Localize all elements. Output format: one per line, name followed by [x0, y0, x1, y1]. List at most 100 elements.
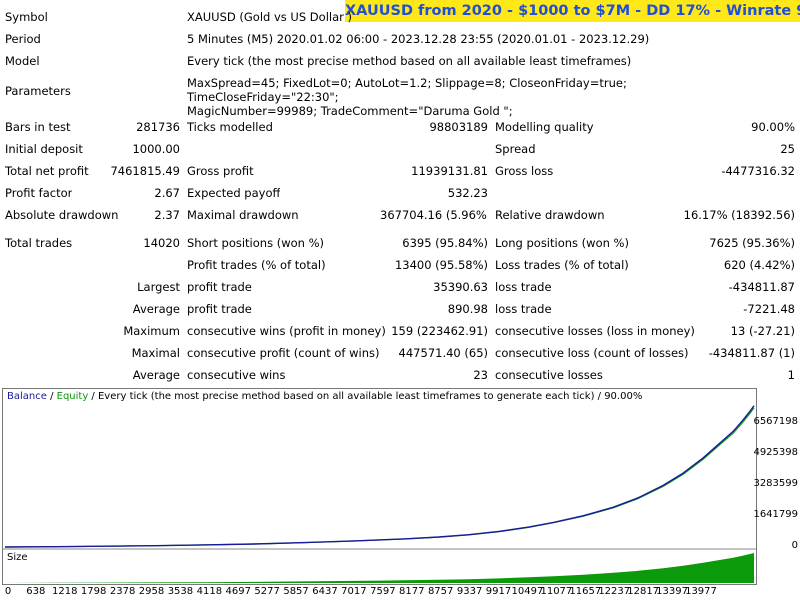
trades-value-2: 6395 (95.84%) — [402, 236, 488, 250]
size-area — [5, 553, 754, 583]
x-tick-label: 4118 — [196, 586, 223, 597]
trades-value-1: Maximum — [123, 324, 180, 338]
balance-chart: Balance / Equity / Every tick (the most … — [0, 386, 800, 600]
symbol-label: Symbol — [5, 10, 48, 24]
size-panel-label: Size — [7, 552, 28, 563]
stats-value-1: 1000.00 — [132, 142, 180, 156]
promo-banner: XAUUSD from 2020 - $1000 to $7M - DD 17%… — [345, 0, 800, 22]
stats-value-3: 25 — [780, 142, 795, 156]
chart-svg — [3, 405, 756, 583]
stats-value-3: 16.17% (18392.56) — [683, 208, 795, 222]
trades-value-2: 13400 (95.58%) — [394, 258, 488, 272]
stats-value-2: 11939131.81 — [411, 164, 488, 178]
legend-equity: Equity — [56, 391, 89, 402]
x-tick-label: 13977 — [685, 586, 717, 597]
trades-label-2: consecutive profit (count of wins) — [187, 346, 380, 360]
stats-label-2: Maximal drawdown — [187, 208, 299, 222]
trades-label-2: profit trade — [187, 302, 252, 316]
trades-label-2: consecutive wins (profit in money) — [187, 324, 386, 338]
symbol-value: XAUUSD (Gold vs US Dollar ) — [187, 10, 352, 24]
trades-value-2: 890.98 — [447, 302, 488, 316]
x-tick-label: 4697 — [225, 586, 251, 597]
chart-plot-area: Balance / Equity / Every tick (the most … — [2, 388, 757, 585]
legend-balance: Balance — [7, 391, 47, 402]
trades-value-1: 14020 — [143, 236, 180, 250]
chart-subtitle: / Every tick (the most precise method ba… — [88, 391, 643, 402]
trades-value-2: 35390.63 — [433, 280, 488, 294]
parameters-row: Parameters MaxSpread=45; FixedLot=0; Aut… — [0, 76, 800, 118]
x-tick-label: 13397 — [656, 586, 688, 597]
x-tick-label: 3538 — [167, 586, 194, 597]
x-tick-label: 7597 — [370, 586, 396, 597]
period-label: Period — [5, 32, 41, 46]
x-tick-label: 1218 — [52, 586, 78, 597]
trades-value-1: Average — [132, 302, 180, 316]
x-tick-label: 9917 — [485, 586, 512, 597]
trades-label-3: consecutive losses — [495, 368, 603, 382]
trades-value-2: 159 (223462.91) — [391, 324, 488, 338]
x-tick-label: 9337 — [456, 586, 483, 597]
stats-label-3: Relative drawdown — [495, 208, 605, 222]
parameters-line-2: MagicNumber=99989; TradeComment="Daruma … — [187, 104, 513, 118]
x-tick-label: 8177 — [399, 586, 425, 597]
stats-value-3: -4477316.32 — [721, 164, 795, 178]
trades-value-1: Maximal — [131, 346, 180, 360]
equity-line — [4, 407, 755, 548]
x-tick-label: 2958 — [138, 586, 165, 597]
trades-value-2: 23 — [473, 368, 488, 382]
y-tick-label: 3283599 — [753, 477, 798, 489]
trades-value-3: 7625 (95.36%) — [709, 236, 795, 250]
trades-label-3: consecutive loss (count of losses) — [495, 346, 689, 360]
stats-label-2: Ticks modelled — [187, 120, 273, 134]
trades-label-2: profit trade — [187, 280, 252, 294]
trades-label-3: Long positions (won %) — [495, 236, 629, 250]
trades-value-1: Average — [132, 368, 180, 382]
trades-label-3: loss trade — [495, 302, 552, 316]
trades-value-3: -7221.48 — [743, 302, 795, 316]
trades-label-2: Short positions (won %) — [187, 236, 325, 250]
y-tick-label: 1641799 — [753, 508, 798, 520]
x-tick-label: 10497 — [511, 586, 544, 597]
x-tick-label: 2378 — [109, 586, 136, 597]
x-tick-label: 0 — [4, 586, 12, 597]
stats-label-1: Profit factor — [5, 186, 73, 200]
stats-label-1: Initial deposit — [5, 142, 83, 156]
parameters-line-1: MaxSpread=45; FixedLot=0; AutoLot=1.2; S… — [187, 76, 627, 104]
parameters-label: Parameters — [5, 84, 71, 98]
stats-value-2: 98803189 — [429, 120, 488, 134]
model-label: Model — [5, 54, 40, 68]
stats-value-2: 532.23 — [447, 186, 488, 200]
trades-label-3: Loss trades (% of total) — [495, 258, 629, 272]
x-tick-label: 8757 — [427, 586, 454, 597]
trades-value-2: 447571.40 (65) — [398, 346, 488, 360]
trades-value-3: 1 — [787, 368, 795, 382]
stats-value-1: 281736 — [136, 120, 180, 134]
stats-value-1: 2.37 — [154, 208, 180, 222]
x-tick-label: 638 — [26, 586, 46, 597]
trades-value-3: -434811.87 — [728, 280, 795, 294]
trades-label-1: Total trades — [5, 236, 73, 250]
x-tick-label: 11657 — [569, 586, 602, 597]
x-tick-label: 7017 — [341, 586, 367, 597]
stats-label-1: Total net profit — [5, 164, 89, 178]
legend-sep: / — [46, 391, 57, 402]
stats-value-2: 367704.16 (5.96%) — [380, 208, 488, 222]
x-tick-label: 5277 — [254, 586, 280, 597]
trades-value-3: 13 (-27.21) — [730, 324, 795, 338]
x-tick-label: 5857 — [283, 586, 309, 597]
x-tick-label: 6437 — [312, 586, 338, 597]
stats-label-3: Spread — [495, 142, 536, 156]
trades-value-3: -434811.87 (1) — [708, 346, 795, 360]
period-value: 5 Minutes (M5) 2020.01.02 06:00 - 2023.1… — [187, 32, 650, 46]
x-tick-label: 1798 — [80, 586, 107, 597]
model-value: Every tick (the most precise method base… — [187, 54, 632, 68]
trades-value-3: 620 (4.42%) — [723, 258, 795, 272]
stats-label-3: Gross loss — [495, 164, 554, 178]
y-tick-label: 0 — [791, 540, 798, 551]
stats-label-1: Bars in test — [5, 120, 71, 134]
trades-label-2: Profit trades (% of total) — [187, 258, 326, 272]
y-tick-label: 6567198 — [753, 415, 798, 427]
x-tick-label: 11077 — [540, 586, 573, 597]
trades-label-3: loss trade — [495, 280, 552, 294]
x-tick-label: 12237 — [598, 586, 631, 597]
